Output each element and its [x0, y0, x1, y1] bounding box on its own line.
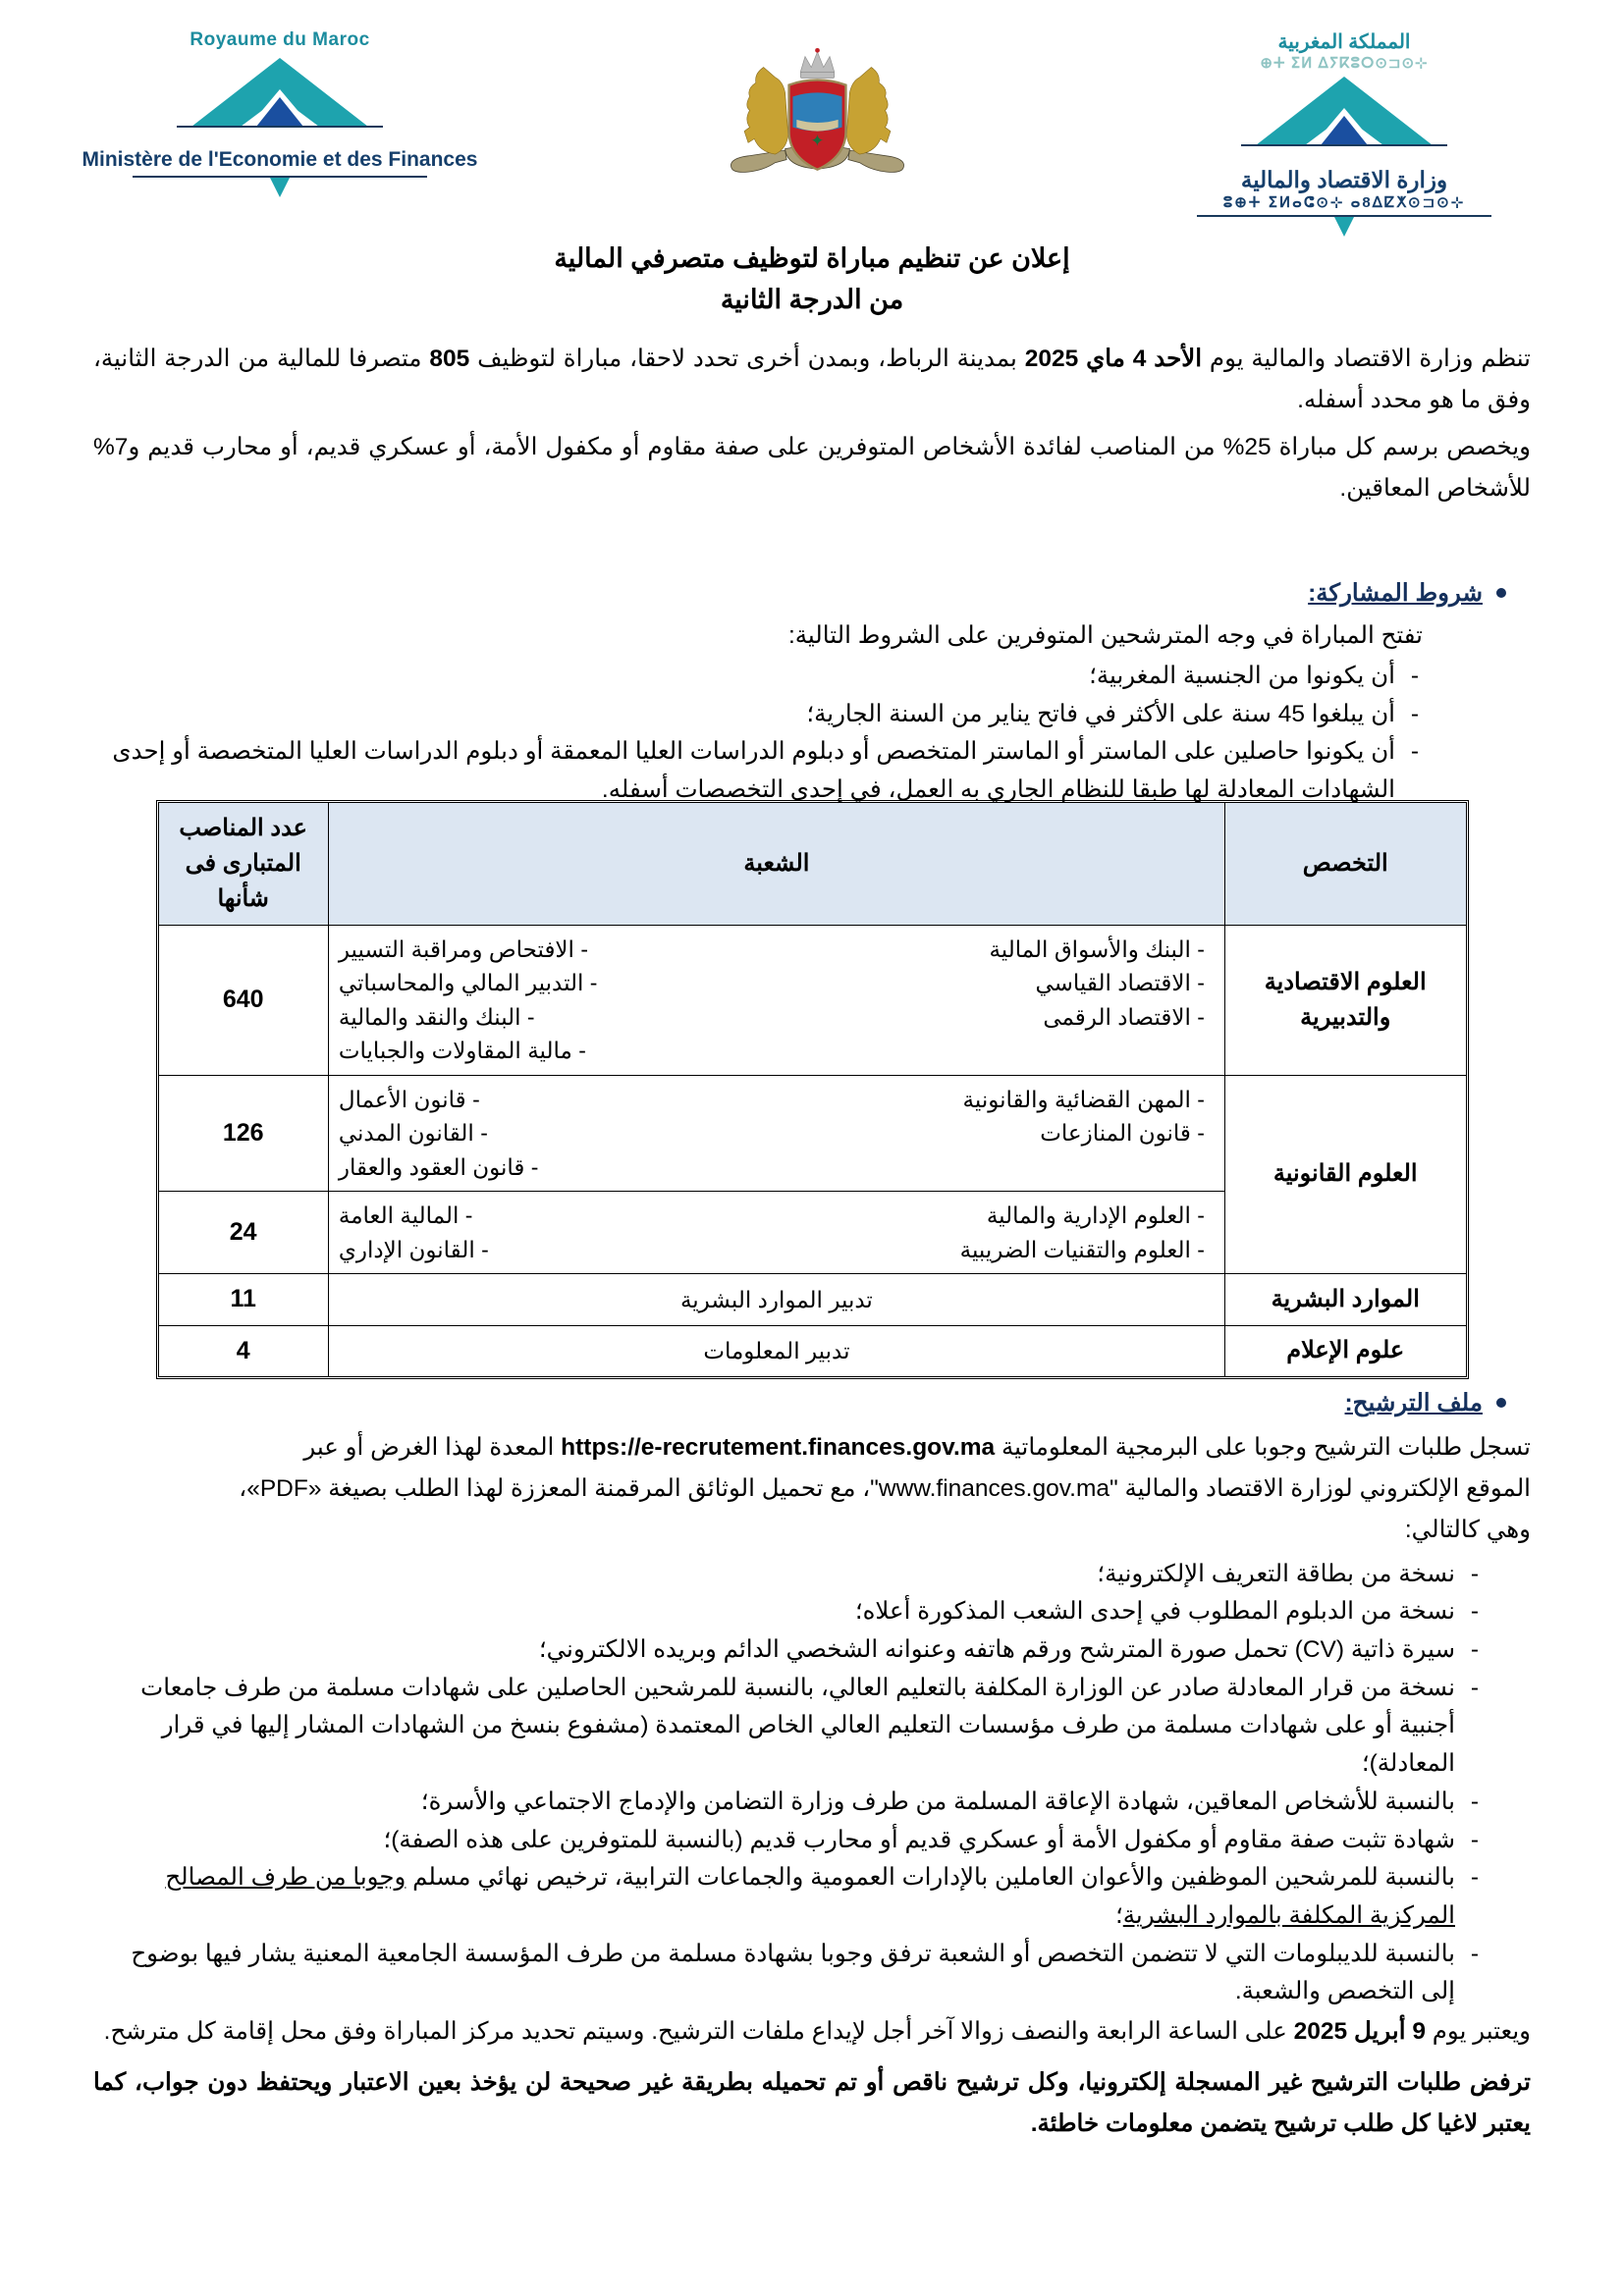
svg-text:✦: ✦	[810, 131, 824, 150]
